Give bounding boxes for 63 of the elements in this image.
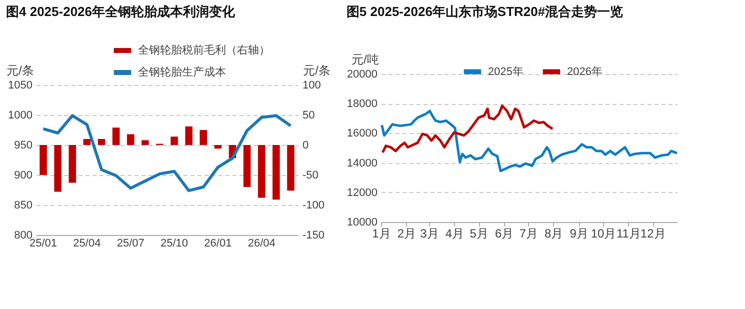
x-tick-label: 26/01 (204, 238, 232, 250)
x-tick-label: 2月 (397, 226, 416, 240)
x-tick-label: 6月 (494, 226, 514, 240)
y-tick-label: 950 (14, 140, 32, 152)
x-tick-label: 25/01 (30, 238, 58, 250)
x-tick-label: 8月 (544, 226, 564, 240)
y2-tick-label: -150 (302, 230, 325, 242)
x-tick-label: 11月 (616, 226, 641, 240)
y-tick-label: 1050 (8, 80, 32, 92)
bar (214, 145, 222, 149)
y2-axis-title: 元/条 (303, 64, 330, 78)
x-tick-label: 3月 (420, 226, 439, 240)
y2-tick-label: 100 (302, 80, 321, 92)
y-tick-label: 850 (14, 200, 32, 212)
y2-tick-label: 50 (302, 110, 315, 122)
y-tick-label: 14000 (346, 157, 378, 170)
bar (68, 145, 76, 183)
bar (185, 126, 192, 145)
y2-tick-label: -100 (302, 200, 325, 212)
bar (170, 136, 178, 145)
bar (83, 139, 91, 145)
y-tick-label: 10000 (346, 216, 378, 228)
bar (200, 130, 208, 145)
bar (258, 145, 266, 198)
bar (54, 145, 62, 192)
y-tick-label: 18000 (346, 98, 378, 110)
bar (126, 134, 134, 145)
y-axis-title: 元/条 (6, 64, 34, 78)
y-tick-label: 12000 (346, 186, 378, 199)
chart-title: 图4 2025-2026年全钢轮胎成本利润变化 (6, 4, 236, 19)
line-series (42, 114, 292, 192)
bar (243, 145, 251, 187)
x-tick-label: 9月 (570, 226, 588, 240)
x-tick-label: 7月 (519, 226, 538, 240)
legend-label: 2025年 (488, 66, 524, 78)
legend-label: 全钢轮胎生产成本 (138, 66, 226, 78)
bar (98, 139, 106, 145)
x-tick-label: 25/04 (73, 238, 101, 250)
line-series (380, 110, 678, 172)
x-tick-label: 26/04 (248, 238, 276, 250)
x-tick-label: 10月 (590, 226, 616, 240)
y2-tick-label: 0 (302, 140, 309, 152)
x-tick-label: 4月 (445, 226, 464, 240)
bar (142, 140, 149, 145)
y-tick-label: 1000 (8, 110, 32, 122)
x-tick-label: 25/07 (116, 238, 144, 250)
y2-tick-label: -50 (302, 170, 318, 182)
x-tick-label: 5月 (470, 226, 488, 240)
y-tick-label: 16000 (346, 128, 378, 140)
y-tick-label: 900 (14, 170, 32, 182)
legend-label: 2026年 (567, 66, 602, 78)
bar (287, 145, 294, 191)
y-tick-label: 20000 (346, 68, 378, 80)
bar (112, 128, 120, 145)
x-tick-label: 25/10 (160, 238, 188, 250)
line-series (381, 104, 554, 154)
bar (272, 145, 280, 200)
x-tick-label: 1月 (372, 226, 391, 240)
legend-label: 全钢轮胎税前毛利（右轴） (138, 44, 270, 56)
chart-title: 图5 2025-2026年山东市场STR20#混合走势一览 (346, 4, 624, 19)
bar (40, 145, 47, 175)
y-axis-title: 元/吨 (352, 52, 379, 66)
x-tick-label: 12月 (640, 226, 666, 240)
